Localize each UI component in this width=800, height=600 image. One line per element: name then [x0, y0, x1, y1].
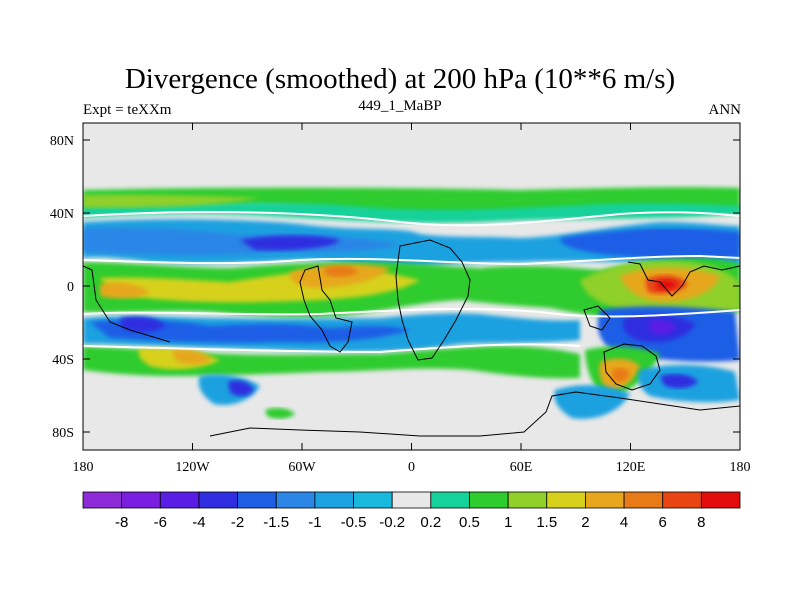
colorbar-swatch	[198, 491, 238, 509]
colorbar-swatch	[469, 491, 509, 509]
western-coast	[83, 265, 171, 343]
southern-orange-patch	[172, 349, 212, 365]
y-tick-label: 0	[67, 280, 74, 295]
antarctica-coast	[209, 391, 740, 437]
x-tick-label: 60W	[288, 460, 316, 475]
y-tick-label: 40S	[52, 353, 74, 368]
colorbar-label: 1	[504, 514, 512, 531]
colorbar-swatch	[314, 491, 354, 509]
colorbar-label: -4	[192, 514, 205, 531]
colorbar-swatch	[353, 491, 393, 509]
colorbar-label: -0.5	[341, 514, 367, 531]
colorbar-swatch	[585, 491, 625, 509]
zero-contour-south	[83, 307, 740, 318]
plot-title: Divergence (smoothed) at 200 hPa (10**6 …	[124, 63, 676, 95]
y-axis: 80N 40N 0 40S 80S	[50, 134, 740, 441]
southern-blue-core	[90, 319, 410, 343]
tropical-east-core	[656, 279, 678, 290]
season-label: ANN	[708, 102, 742, 118]
tropical-divergence-band	[83, 258, 740, 319]
northern-blue-east	[560, 229, 740, 260]
colorbar-label: 1.5	[536, 514, 557, 531]
colorbar-swatch	[159, 491, 200, 509]
x-tick-label: 120W	[175, 460, 210, 475]
southern-east-dark-blue-2	[660, 374, 698, 389]
maritime-continent-coast	[583, 305, 611, 331]
colorbar-label: 0.2	[420, 514, 441, 531]
x-tick-label: 0	[408, 460, 415, 475]
tropical-orange-2	[100, 282, 150, 299]
coastlines	[83, 239, 740, 437]
colorbar-swatch	[546, 491, 586, 509]
colorbar: -8 -6 -4 -2 -1.5 -1 -0.5 -0.2 0.2 0.5 1 1.5 2 4 6 8	[82, 491, 741, 531]
x-tick-label: 60E	[510, 460, 533, 475]
colorbar-label: -6	[154, 514, 167, 531]
colorbar-label: -8	[115, 514, 128, 531]
x-tick-label: 180	[730, 460, 751, 475]
colorbar-swatch	[623, 491, 664, 509]
case-label: 449_1_MaBP	[358, 98, 442, 114]
colorbar-label: 2	[581, 514, 589, 531]
colorbar-swatch	[121, 491, 161, 509]
colorbar-label: -1.5	[263, 514, 289, 531]
africa-coast	[395, 239, 471, 361]
colorbar-label: 8	[697, 514, 705, 531]
northern-blue-core	[83, 227, 400, 255]
colorbar-swatch	[507, 491, 548, 509]
y-tick-label: 80S	[52, 426, 74, 441]
colorbar-label: -2	[231, 514, 244, 531]
southern-divergence-band	[83, 346, 580, 379]
southern-east-blue-2	[554, 385, 630, 419]
southern-east-purple	[648, 320, 676, 335]
y-tick-label: 40N	[50, 207, 74, 222]
colorbar-swatch	[82, 491, 123, 509]
map-field	[83, 123, 740, 450]
zero-contour-south-2	[83, 343, 581, 354]
asia-coast	[627, 261, 740, 297]
northern-yellow-patch	[83, 194, 260, 208]
colorbar-swatch	[237, 491, 277, 509]
tropical-red-1	[325, 265, 358, 277]
colorbar-swatch	[275, 491, 316, 509]
colorbar-label: 0.5	[459, 514, 480, 531]
southern-dark-blue	[120, 316, 165, 333]
northern-dark-blue-1	[240, 235, 340, 251]
australia-coast	[603, 343, 661, 391]
southern-high-latitude-dark	[228, 380, 254, 397]
colorbar-label: -1	[308, 514, 321, 531]
colorbar-label: 4	[620, 514, 628, 531]
zero-contour-north	[83, 211, 740, 227]
colorbar-swatch	[391, 491, 432, 509]
colorbar-label: 6	[659, 514, 667, 531]
zero-contour-tropics	[83, 254, 740, 266]
colorbar-swatch	[430, 491, 470, 509]
southern-east-red	[612, 367, 630, 382]
experiment-label: Expt = teXXm	[83, 102, 172, 118]
southern-small-green	[265, 407, 295, 419]
x-tick-label: 180	[73, 460, 94, 475]
south-america-coast	[299, 265, 353, 353]
x-axis: 180 120W 60W 0 60E 120E 180	[73, 123, 751, 475]
colorbar-swatch	[700, 491, 741, 509]
colorbar-label: -0.2	[379, 514, 405, 531]
colorbar-swatch	[662, 491, 702, 509]
y-tick-label: 80N	[50, 134, 74, 149]
x-tick-label: 120E	[616, 460, 646, 475]
